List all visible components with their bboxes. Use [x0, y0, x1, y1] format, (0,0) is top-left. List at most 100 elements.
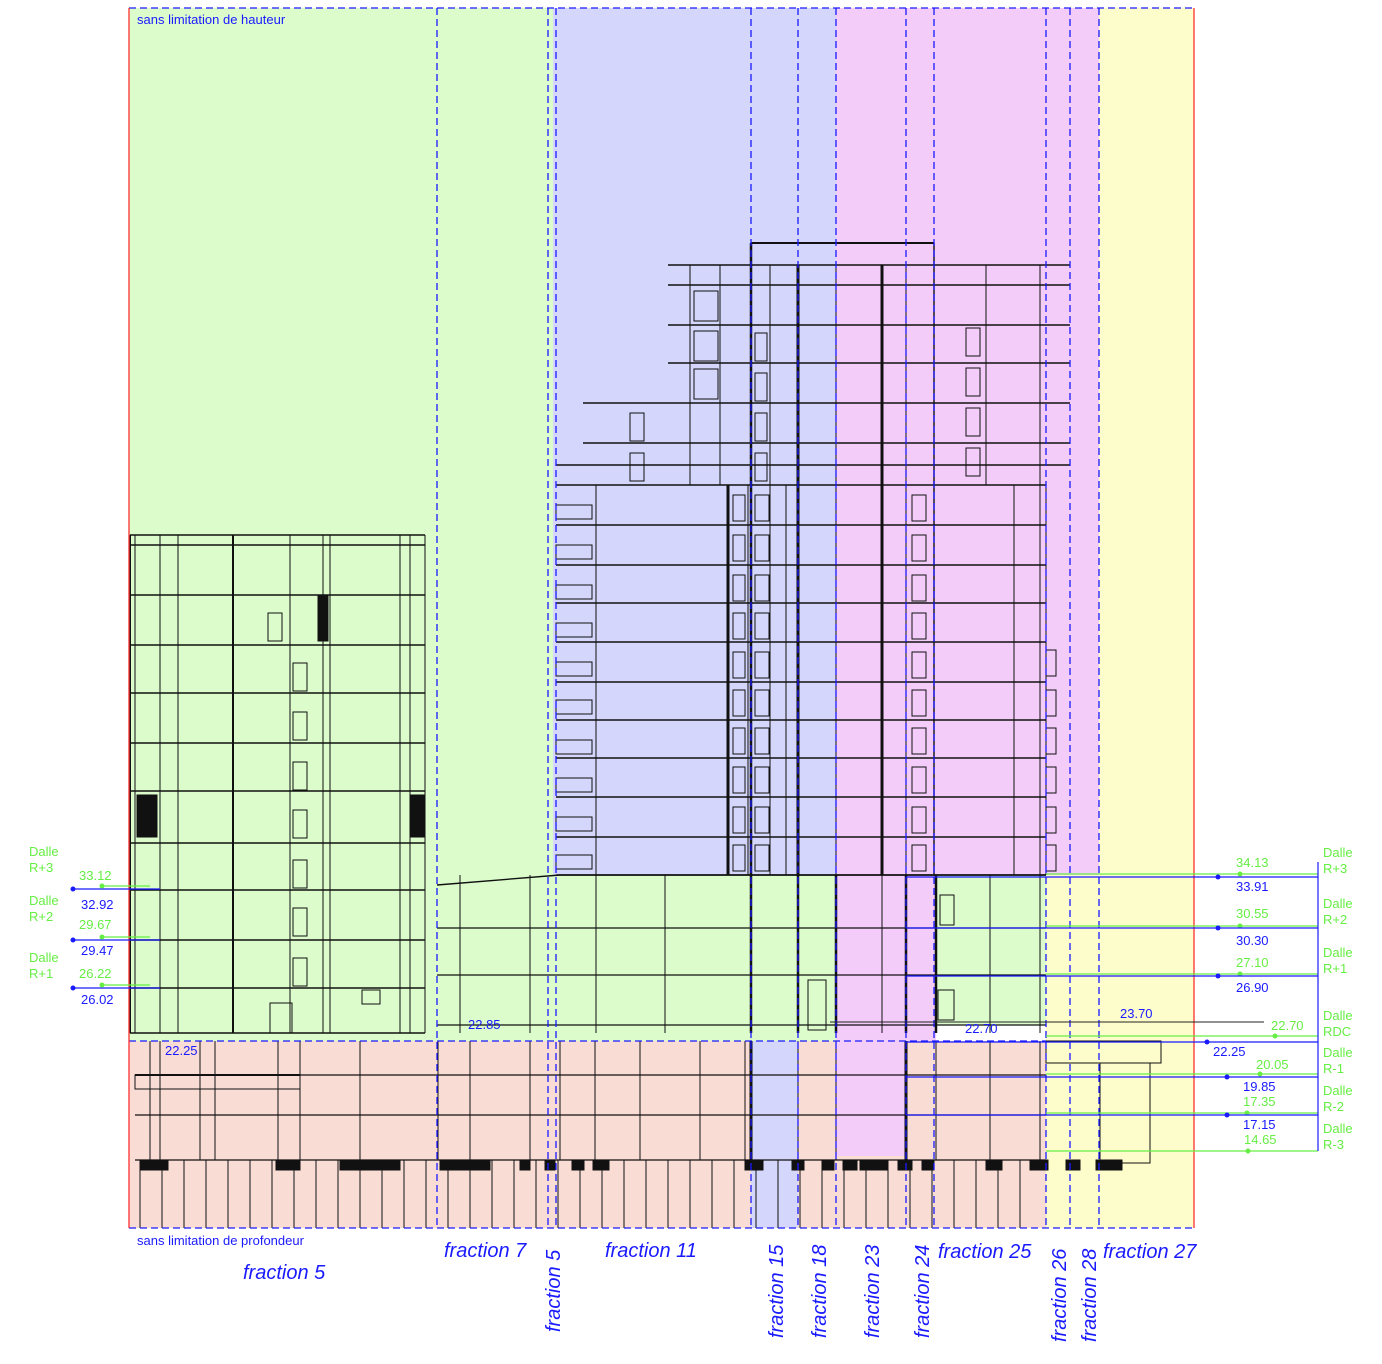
level-finished-elevation: 29.67 [79, 917, 112, 932]
drawing-element [292, 859, 308, 889]
drawing-element [361, 989, 381, 1005]
label-fraction-24: fraction 24 [912, 1245, 934, 1338]
drawing-element [754, 372, 768, 402]
zone-podium-blue [751, 875, 836, 1041]
level-structural-elevation: 19.85 [1243, 1079, 1276, 1094]
drawing-element [139, 1159, 169, 1171]
drawing-element [732, 494, 746, 522]
drawing-element [754, 494, 770, 522]
level-finished-elevation: 34.13 [1236, 855, 1269, 870]
level-marker-icon [1272, 1033, 1278, 1039]
label-fraction-5: fraction 5 [243, 1262, 326, 1284]
level-name: Dalle [1323, 845, 1353, 860]
drawing-element [911, 727, 927, 755]
drawing-element [732, 574, 746, 602]
level-marker-icon [1257, 1071, 1263, 1077]
level-marker-icon [70, 985, 76, 991]
level-marker-icon [1237, 871, 1243, 877]
drawing-element [267, 612, 283, 642]
level-marker-icon [1215, 973, 1221, 979]
drawing-element [732, 534, 746, 562]
drawing-element [555, 504, 593, 520]
level-structural-elevation: 22.25 [1213, 1044, 1246, 1059]
level-ground-ref: 23.70 [1120, 1006, 1153, 1021]
level-name: R-3 [1323, 1137, 1344, 1152]
zone-podium-green [437, 875, 751, 1041]
drawing-element [292, 711, 308, 741]
label-fraction-5-narrow: fraction 5 [543, 1249, 565, 1332]
level-marker-icon [1204, 1039, 1210, 1045]
level-structural-elevation: 17.15 [1243, 1117, 1276, 1132]
drawing-element [292, 761, 308, 791]
level-marker-icon [1215, 925, 1221, 931]
label-fraction-11: fraction 11 [605, 1240, 697, 1262]
level-name: Dalle [1323, 896, 1353, 911]
drawing-element [339, 1159, 401, 1171]
level-finished-elevation: 22.70 [1271, 1018, 1304, 1033]
fraction-boundaries [129, 7, 1194, 1229]
level-name: Dalle [1323, 945, 1353, 960]
level-name: R+2 [1323, 912, 1347, 927]
drawing-element [754, 612, 770, 640]
drawing-element [693, 290, 719, 322]
drawing-element [744, 1159, 764, 1171]
drawing-element [911, 844, 927, 872]
drawing-element [939, 894, 955, 926]
drawing-element [629, 412, 645, 442]
level-name: R-1 [1323, 1061, 1344, 1076]
drawing-element [965, 327, 981, 357]
drawing-element [754, 452, 768, 482]
level-name: Dalle [1323, 1083, 1353, 1098]
zone-fraction-5-upper [129, 8, 553, 1041]
drawing-element [544, 1159, 556, 1171]
level-finished-elevation: 17.35 [1243, 1094, 1276, 1109]
level-structural-elevation: 30.30 [1236, 933, 1269, 948]
level-name: Dalle [29, 950, 59, 965]
drawing-element [732, 844, 746, 872]
drawing-element [911, 612, 927, 640]
level-finished-elevation: 30.55 [1236, 906, 1269, 921]
zone-fraction-11-upper [553, 8, 836, 875]
drawing-element [754, 844, 770, 872]
level-marker-icon [70, 886, 76, 892]
drawing-element [985, 1159, 1003, 1171]
drawing-element [842, 1159, 858, 1171]
drawing-element [937, 989, 955, 1021]
drawing-element [859, 1159, 889, 1171]
drawing-element [292, 662, 308, 692]
level-finished-elevation: 27.10 [1236, 955, 1269, 970]
drawing-element [409, 794, 426, 838]
level-marker-icon [1224, 1074, 1230, 1080]
label-fraction-7: fraction 7 [444, 1240, 527, 1262]
drawing-element [592, 1159, 610, 1171]
drawing-element [292, 809, 308, 839]
label-fraction-27: fraction 27 [1103, 1241, 1197, 1263]
zone-basement-pink [836, 1041, 906, 1156]
drawing-element [275, 1159, 301, 1171]
drawing-element [732, 766, 746, 794]
drawing-element [1029, 1159, 1049, 1171]
drawing-element [965, 447, 981, 477]
level-name: Dalle [1323, 1008, 1353, 1023]
level-name: Dalle [1323, 1045, 1353, 1060]
zone-basement-blue [751, 1041, 798, 1228]
drawing-element [754, 766, 770, 794]
drawing-element [965, 407, 981, 437]
drawing-element [921, 1159, 935, 1171]
level-name: RDC [1323, 1024, 1351, 1039]
label-fraction-15: fraction 15 [766, 1244, 788, 1338]
level-markers: DalleR+333.1232.92DalleR+229.6729.47Dall… [29, 844, 1353, 1154]
drawing-element [965, 367, 981, 397]
label-fraction-23: fraction 23 [862, 1245, 884, 1338]
zone-podium-green-right [936, 875, 1046, 1025]
level-structural-elevation: 26.90 [1236, 980, 1269, 995]
level-right-podium: 22.70 [965, 1021, 998, 1036]
drawing-element [1095, 1159, 1123, 1171]
label-fraction-25: fraction 25 [938, 1241, 1032, 1263]
level-marker-icon [1237, 971, 1243, 977]
drawing-element [693, 330, 719, 362]
level-name: R+3 [1323, 861, 1347, 876]
level-name: R-2 [1323, 1099, 1344, 1114]
level-finished-elevation: 26.22 [79, 966, 112, 981]
drawing-element [754, 806, 770, 834]
